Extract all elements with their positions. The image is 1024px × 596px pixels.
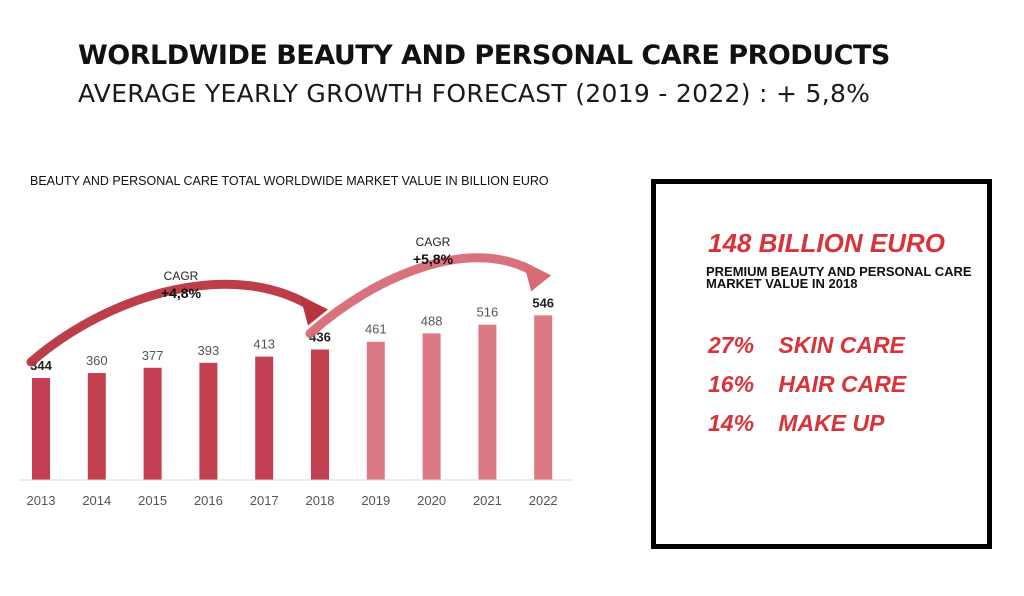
x-tick-2015: 2015 — [138, 493, 167, 508]
cagr-arrowhead-1 — [300, 295, 328, 326]
page-subtitle: AVERAGE YEARLY GROWTH FORECAST (2019 - 2… — [78, 79, 871, 108]
market-summary-panel: 148 BILLION EURO PREMIUM BEAUTY AND PERS… — [651, 179, 992, 549]
segment-label: HAIR CARE — [778, 371, 907, 397]
segment-label: MAKE UP — [778, 410, 885, 436]
bar-2020 — [422, 333, 441, 480]
cagr-caption-1: CAGR — [164, 269, 199, 283]
x-tick-2019: 2019 — [361, 493, 390, 508]
x-tick-2020: 2020 — [417, 493, 446, 508]
cagr-value-2: +5,8% — [413, 251, 454, 267]
value-label-2022: 546 — [532, 295, 554, 310]
x-tick-2018: 2018 — [306, 493, 335, 508]
cagr-arrow-1 — [26, 279, 321, 367]
value-label-2020: 488 — [421, 313, 443, 328]
bar-2014 — [87, 373, 106, 480]
bar-2017 — [255, 356, 274, 480]
segment-label: SKIN CARE — [778, 332, 905, 358]
value-label-2021: 516 — [477, 305, 499, 320]
x-tick-2016: 2016 — [194, 493, 223, 508]
bar-2015 — [143, 367, 162, 480]
x-tick-2021: 2021 — [473, 493, 502, 508]
bar-2018 — [311, 349, 329, 480]
bar-2013 — [32, 378, 50, 480]
value-label-2014: 360 — [86, 353, 108, 368]
segment-percent: 16% — [708, 371, 755, 397]
segment-percent: 27% — [708, 332, 755, 358]
cagr-value-1: +4,8% — [161, 285, 202, 301]
value-label-2017: 413 — [253, 337, 275, 352]
x-tick-2017: 2017 — [250, 493, 279, 508]
bar-2016 — [199, 362, 218, 480]
cagr-arrow-2 — [305, 253, 544, 338]
x-tick-2014: 2014 — [82, 493, 111, 508]
cagr-arrowhead-2 — [523, 261, 552, 292]
value-label-2019: 461 — [365, 322, 387, 337]
cagr-caption-2: CAGR — [416, 235, 451, 249]
market-value-bar-chart: 3442013360201437720153932016413201743620… — [20, 235, 572, 508]
bar-2019 — [366, 341, 385, 480]
chart-title: BEAUTY AND PERSONAL CARE TOTAL WORLDWIDE… — [30, 174, 549, 188]
value-label-2015: 377 — [142, 348, 164, 363]
page-title: WORLDWIDE BEAUTY AND PERSONAL CARE PRODU… — [78, 40, 890, 71]
segment-make-up: 14% MAKE UP — [708, 410, 884, 437]
bar-2021 — [478, 324, 497, 480]
premium-market-description: PREMIUM BEAUTY AND PERSONAL CARE MARKET … — [706, 264, 972, 291]
x-tick-2013: 2013 — [27, 493, 56, 508]
x-tick-2022: 2022 — [529, 493, 558, 508]
segment-percent: 14% — [708, 410, 755, 436]
segment-skin-care: 27% SKIN CARE — [708, 332, 905, 359]
bar-2022 — [534, 315, 553, 480]
premium-market-headline: 148 BILLION EURO — [708, 228, 945, 258]
segment-hair-care: 16% HAIR CARE — [708, 371, 906, 398]
value-label-2016: 393 — [198, 343, 220, 358]
